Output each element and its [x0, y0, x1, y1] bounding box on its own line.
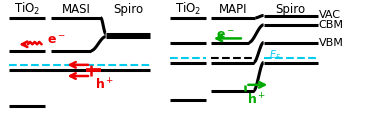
Text: Spiro: Spiro — [276, 2, 305, 16]
Text: TiO$_2$: TiO$_2$ — [175, 1, 201, 17]
Text: MASI: MASI — [62, 2, 91, 16]
Text: E$_F$: E$_F$ — [268, 48, 281, 62]
Text: VBM: VBM — [319, 38, 344, 48]
Text: h$^+$: h$^+$ — [95, 77, 114, 92]
Text: VAC: VAC — [319, 10, 341, 20]
Text: MAPI: MAPI — [219, 2, 247, 16]
Text: e$^-$: e$^-$ — [46, 34, 65, 48]
Text: TiO$_2$: TiO$_2$ — [14, 1, 40, 17]
Text: h$^+$: h$^+$ — [247, 92, 266, 108]
Text: CBM: CBM — [319, 20, 344, 30]
Text: Spiro: Spiro — [113, 2, 143, 16]
Text: e$^-$: e$^-$ — [217, 29, 235, 42]
